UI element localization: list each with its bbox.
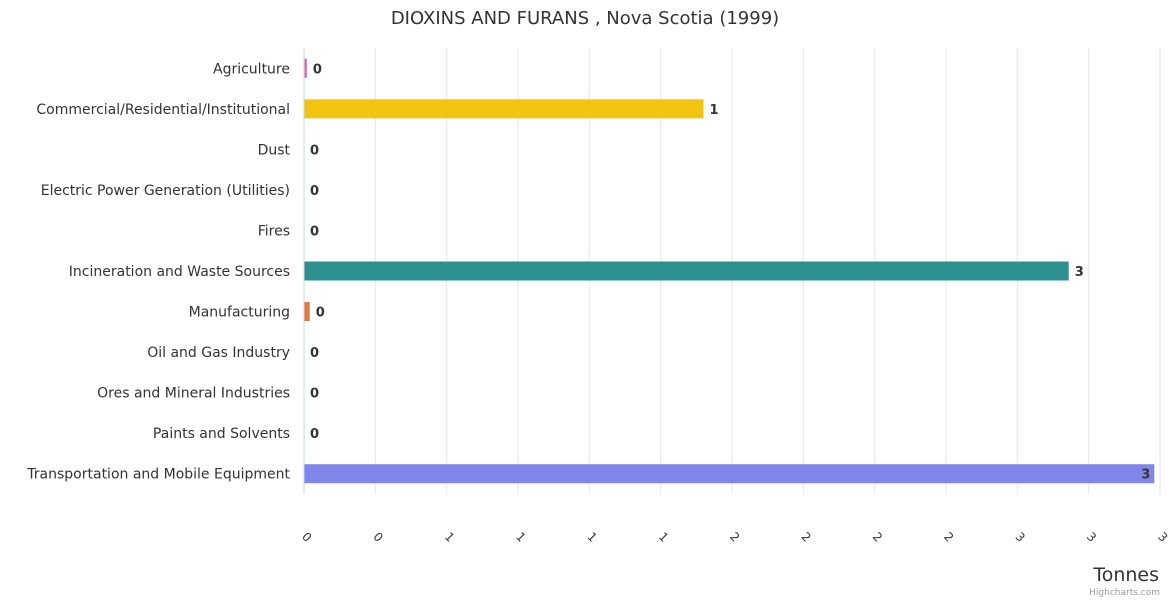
data-label: 3 xyxy=(1141,468,1150,483)
category-label: Transportation and Mobile Equipment xyxy=(26,467,290,483)
data-label: 3 xyxy=(1075,265,1084,280)
x-tick-label: 1 xyxy=(442,530,457,545)
data-label: 0 xyxy=(310,346,319,361)
bar[interactable] xyxy=(304,261,1069,281)
x-tick-label: 3 xyxy=(1013,530,1028,545)
category-labels: Agriculture Commercial/Residential/Instit… xyxy=(26,61,290,482)
x-tick-label: 1 xyxy=(513,530,528,545)
bars xyxy=(304,58,1155,484)
x-tick-label: 2 xyxy=(799,530,814,545)
credits-link[interactable]: Highcharts.com xyxy=(1089,588,1160,598)
x-tick-label: 2 xyxy=(870,530,885,545)
category-label: Ores and Mineral Industries xyxy=(97,386,290,402)
x-tick-label: 2 xyxy=(941,530,956,545)
category-label: Manufacturing xyxy=(189,305,290,321)
x-tick-label: 1 xyxy=(656,530,671,545)
category-label: Electric Power Generation (Utilities) xyxy=(41,183,290,199)
bar[interactable] xyxy=(304,464,1155,484)
data-label: 0 xyxy=(310,184,319,199)
category-label: Oil and Gas Industry xyxy=(147,345,290,361)
data-label: 0 xyxy=(310,387,319,402)
data-label: 0 xyxy=(310,224,319,239)
bar[interactable] xyxy=(304,99,704,119)
bar[interactable] xyxy=(304,302,310,322)
data-label: 0 xyxy=(313,62,322,77)
x-tick-label: 0 xyxy=(371,530,386,545)
data-label: 0 xyxy=(316,306,325,321)
data-label: 1 xyxy=(709,103,718,118)
bar[interactable] xyxy=(304,58,307,78)
data-label: 0 xyxy=(310,143,319,158)
x-tick-labels: 0 0 1 1 1 1 2 2 2 2 3 3 3 xyxy=(299,530,1170,545)
category-label: Fires xyxy=(258,223,290,239)
category-label: Incineration and Waste Sources xyxy=(69,264,290,280)
data-label: 0 xyxy=(310,427,319,442)
data-labels: 0 1 0 0 0 3 0 0 0 0 3 xyxy=(310,62,1150,482)
x-tick-label: 2 xyxy=(727,530,742,545)
x-axis-title: Tonnes xyxy=(1092,564,1159,586)
x-tick-label: 1 xyxy=(585,530,600,545)
category-label: Agriculture xyxy=(213,61,290,77)
x-tick-label: 3 xyxy=(1084,530,1099,545)
category-label: Commercial/Residential/Institutional xyxy=(36,102,290,118)
category-label: Dust xyxy=(258,142,291,158)
category-label: Paints and Solvents xyxy=(153,426,290,442)
x-tick-label: 3 xyxy=(1155,530,1170,545)
chart-title: DIOXINS AND FURANS , Nova Scotia (1999) xyxy=(391,8,779,29)
x-tick-label: 0 xyxy=(299,530,314,545)
